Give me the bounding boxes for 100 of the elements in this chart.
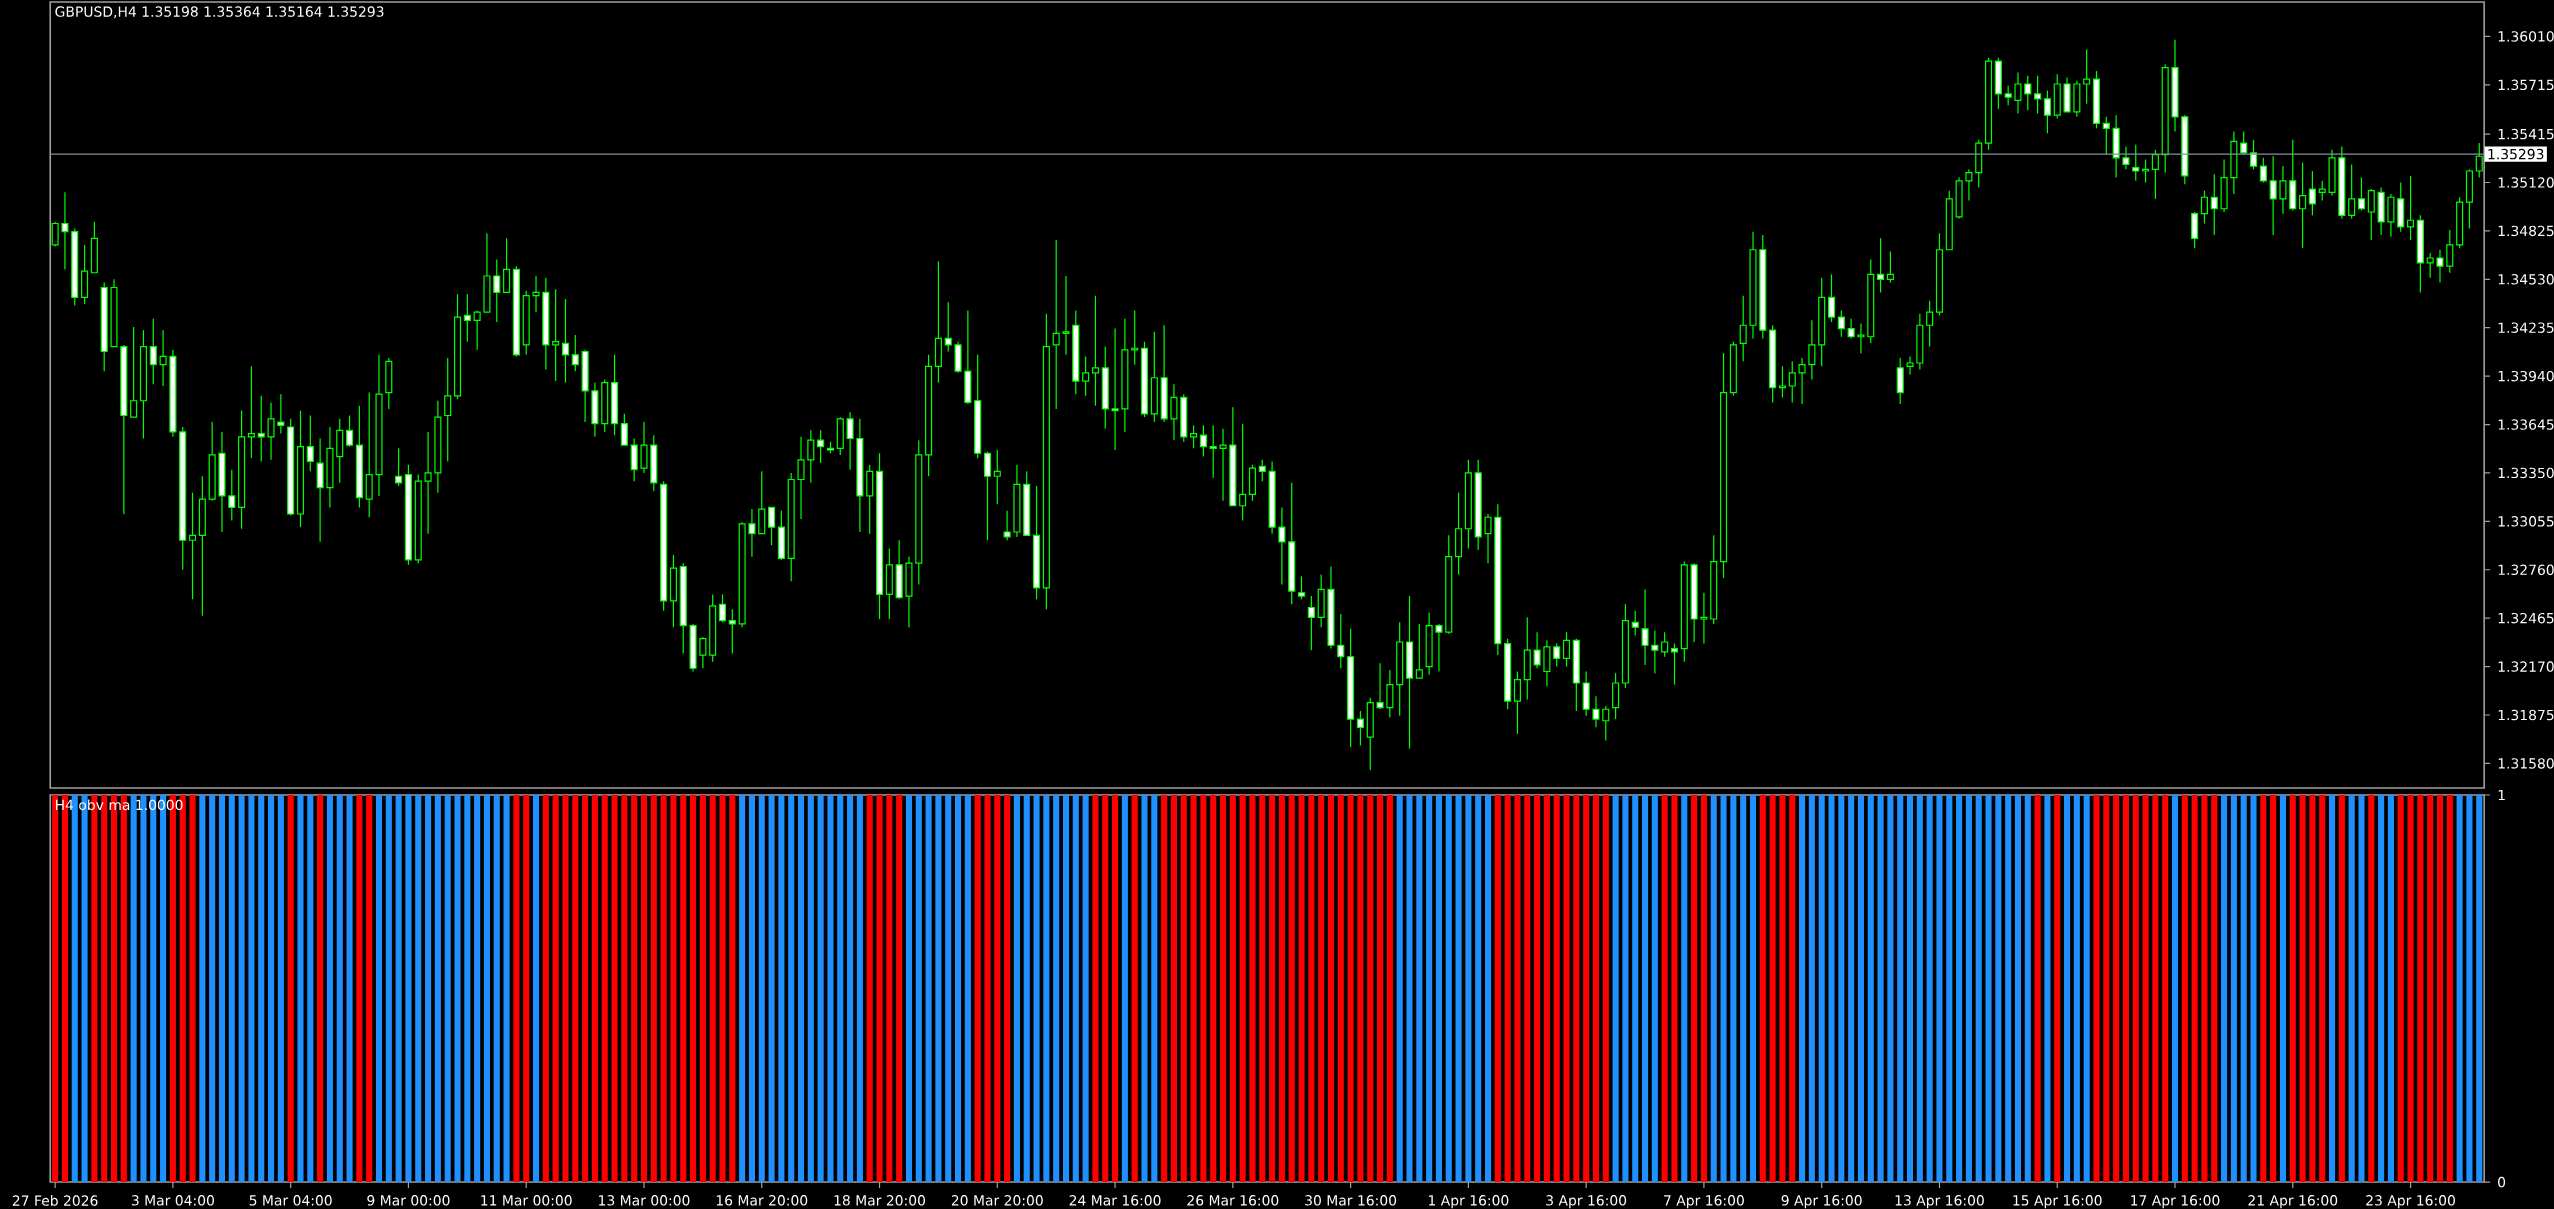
y-tick-label: 1.36010 [2498, 31, 2554, 42]
candlestick [1386, 669, 1394, 719]
candlestick [149, 318, 157, 385]
y-tick-label: 1.31580 [2498, 758, 2554, 769]
candlestick [1258, 459, 1266, 482]
y-tick-label: 1.33055 [2498, 516, 2554, 527]
candlestick [1219, 428, 1227, 502]
candlestick [247, 365, 255, 459]
y-tick-label: 1.32170 [2498, 661, 2554, 672]
candlestick [1906, 355, 1914, 376]
candlestick [2014, 71, 2022, 115]
candlestick [1798, 357, 1806, 405]
candlestick [1631, 610, 1639, 637]
candlestick [1356, 710, 1364, 746]
candlestick [1190, 424, 1198, 449]
candlestick [1778, 365, 1786, 399]
candlestick [2083, 48, 2091, 105]
candlestick [1788, 360, 1796, 403]
candlestick [1307, 595, 1315, 651]
candlestick [2142, 158, 2150, 184]
x-tick-label: 3 Apr 16:00 [1546, 1195, 1627, 1209]
candlestick [1926, 300, 1934, 348]
candlestick [1641, 588, 1649, 666]
candlestick [620, 413, 628, 446]
candlestick [2269, 155, 2277, 236]
y-tick-label: 1.34825 [2498, 225, 2554, 237]
candlestick [1808, 319, 1816, 381]
candlestick [51, 221, 59, 248]
y-tick-label: 1.34530 [2498, 274, 2554, 285]
candlestick [2475, 142, 2483, 179]
candlestick [1739, 295, 1747, 362]
candlestick [2200, 190, 2208, 225]
candlestick [983, 451, 992, 541]
candlestick [424, 431, 432, 535]
candlestick [2259, 157, 2267, 184]
x-tick-label: 27 Feb 2026 [12, 1195, 98, 1206]
candlestick [699, 636, 707, 669]
candlestick [2102, 116, 2110, 156]
candlestick [1052, 239, 1060, 410]
candlestick [2299, 162, 2307, 249]
x-tick-label: 3 Mar 04:00 [131, 1195, 214, 1206]
x-tick-label: 11 Mar 00:00 [481, 1195, 572, 1206]
candlestick [503, 237, 511, 294]
candlestick [718, 593, 727, 623]
y-tick-label: 1.32760 [2498, 564, 2554, 576]
y-tick-label: 1.33350 [2498, 467, 2554, 479]
candlestick [473, 309, 481, 351]
candlestick [1435, 623, 1443, 673]
candlestick [1337, 613, 1345, 669]
x-tick-label: 7 Apr 16:00 [1664, 1195, 1744, 1209]
y-tick-label: 1.31875 [2498, 709, 2554, 721]
candlestick [130, 326, 138, 418]
candlestick [444, 357, 452, 463]
candlestick [561, 298, 570, 384]
candlestick [1651, 629, 1659, 674]
candlestick [1877, 237, 1885, 294]
y-tick-label: 1.33940 [2498, 370, 2554, 382]
x-tick-label: 20 Mar 20:00 [951, 1195, 1043, 1206]
candlestick [1533, 631, 1541, 669]
candlestick [1091, 295, 1099, 407]
candlestick [2210, 173, 2218, 236]
x-tick-label: 15 Apr 16:00 [2013, 1195, 2102, 1209]
candlestick [2436, 249, 2444, 284]
candlestick [1857, 323, 1865, 354]
candlestick [346, 414, 354, 448]
x-tick-label: 23 Apr 16:00 [2366, 1195, 2455, 1209]
candlestick [1484, 513, 1492, 564]
candlestick [1965, 168, 1973, 202]
candlestick [257, 395, 265, 463]
candlestick [1062, 275, 1070, 356]
x-tick-label: 9 Mar 00:00 [367, 1195, 450, 1206]
candlestick [306, 414, 314, 472]
candlestick [2043, 89, 2051, 134]
candlestick [1553, 643, 1561, 668]
candlestick [1170, 383, 1178, 441]
candlestick [728, 608, 736, 655]
ref-line-label: 1.35293 [2488, 148, 2544, 160]
x-tick-label: 21 Apr 16:00 [2248, 1195, 2338, 1209]
candlestick [640, 421, 648, 474]
x-tick-label: 13 Apr 16:00 [1895, 1195, 1984, 1209]
candlestick [1700, 592, 1708, 645]
y-tick-label: 1.34235 [2498, 322, 2554, 333]
candlestick [1661, 631, 1669, 658]
y-tick-label: 1.35120 [2498, 177, 2554, 188]
candlestick [552, 288, 560, 382]
candlestick [1239, 423, 1247, 522]
candlestick [2357, 176, 2366, 211]
candlestick [493, 259, 501, 323]
candlestick [1111, 327, 1119, 451]
candlestick [2024, 75, 2032, 111]
candlestick [1082, 355, 1090, 397]
y-tick-label: 1.35415 [2498, 128, 2554, 140]
candlestick [1886, 250, 1894, 284]
x-tick-label: 16 Mar 20:00 [716, 1195, 808, 1206]
candlestick [2318, 180, 2326, 202]
candlestick [1298, 575, 1306, 600]
candlestick [228, 469, 236, 522]
y-tick-label: 1.35715 [2498, 79, 2554, 91]
candlestick [1827, 273, 1836, 323]
x-tick-label: 17 Apr 16:00 [2131, 1195, 2220, 1209]
